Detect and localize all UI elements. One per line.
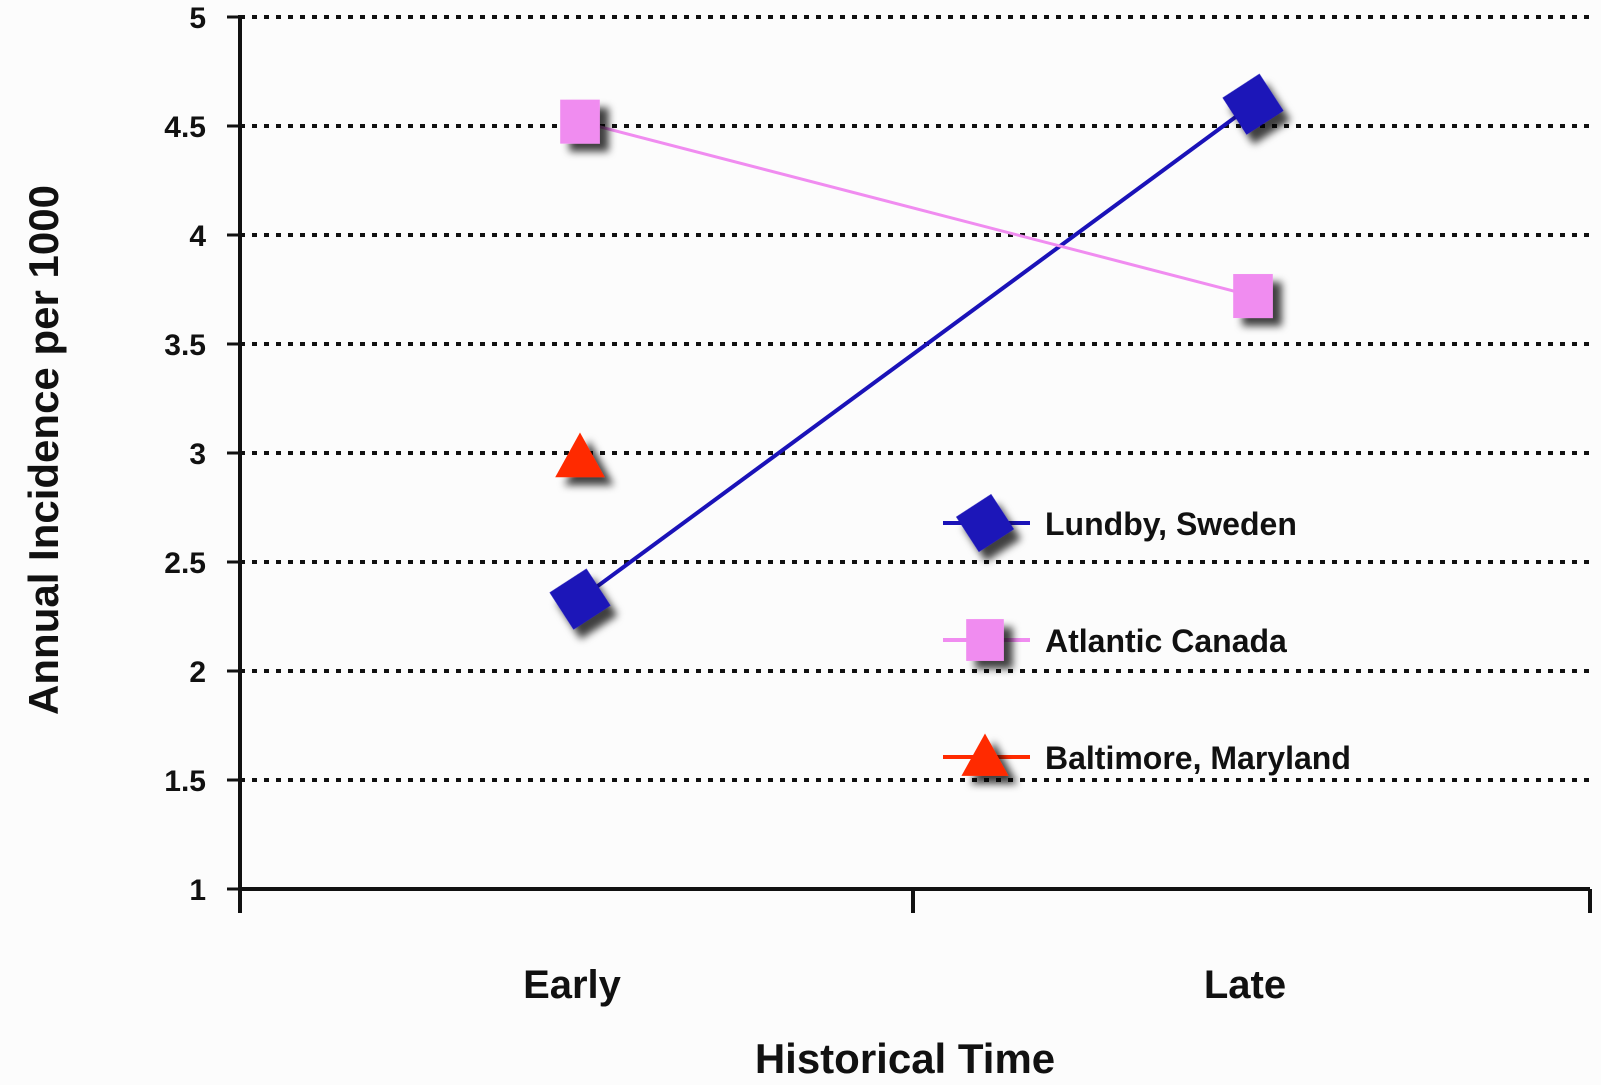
legend-marker	[961, 733, 1009, 776]
axes: 1 1.5 2 2.5 3 3.5 4 4.5 5 Early Late	[164, 2, 1592, 1007]
data-point	[549, 568, 611, 630]
series-line	[579, 120, 1254, 298]
data-point	[560, 99, 600, 144]
y-tick-label: 2	[189, 656, 206, 689]
x-tick-label: Early	[523, 963, 622, 1007]
y-tick-label: 4	[189, 220, 206, 253]
data-point	[555, 432, 605, 478]
series-line	[578, 102, 1255, 601]
y-tick-label: 4.5	[164, 111, 206, 144]
y-tick-label: 3.5	[164, 329, 206, 362]
legend-marker	[956, 494, 1014, 552]
legend-label: Atlantic Canada	[1045, 623, 1287, 659]
legend-label: Lundby, Sweden	[1045, 506, 1297, 542]
x-axis-title: Historical Time	[755, 1035, 1055, 1082]
gridlines	[240, 15, 1590, 782]
series-lines	[549, 73, 1284, 630]
legend-marker	[966, 619, 1004, 661]
y-tick-label: 1.5	[164, 765, 206, 798]
legend-label: Baltimore, Maryland	[1045, 740, 1351, 776]
y-tick-label: 2.5	[164, 547, 206, 580]
y-axis-title: Annual Incidence per 1000	[20, 185, 67, 715]
x-tick-label: Late	[1204, 963, 1286, 1007]
data-point	[1233, 274, 1273, 319]
legend: Lundby, Sweden Atlantic Canada Baltimore, …	[943, 494, 1351, 776]
y-tick-label: 1	[189, 874, 206, 907]
data-point	[1222, 73, 1284, 135]
legend-item: Baltimore, Maryland	[943, 733, 1351, 776]
y-tick-label: 5	[189, 2, 206, 35]
legend-item: Atlantic Canada	[943, 619, 1287, 661]
y-tick-label: 3	[189, 438, 206, 471]
legend-item: Lundby, Sweden	[943, 494, 1297, 552]
